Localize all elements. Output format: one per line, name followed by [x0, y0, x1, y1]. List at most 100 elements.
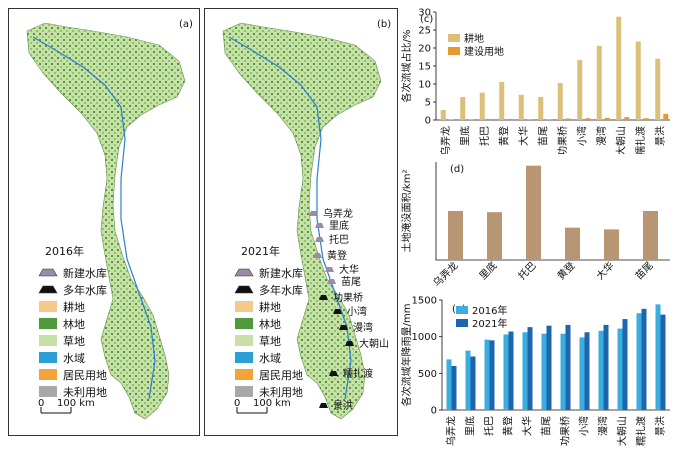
- bar: [507, 119, 512, 120]
- x-tick-label: 景洪: [655, 416, 667, 436]
- bar: [604, 229, 619, 260]
- legend-label-new-reservoir-b: 新建水库: [259, 266, 303, 280]
- y-tick-label: 1000: [412, 332, 437, 343]
- bar: [558, 83, 563, 120]
- station-label: 苗尾: [341, 276, 361, 288]
- reservoir-marker: [315, 237, 324, 242]
- x-tick-label: 乌弄龙: [430, 259, 460, 288]
- bar: [616, 17, 621, 120]
- x-tick-label: 苗尾: [541, 416, 553, 436]
- axes: [436, 162, 670, 260]
- station-label: 大华: [339, 263, 359, 276]
- y-tick-label: 20: [418, 44, 431, 55]
- bar: [561, 334, 566, 410]
- station-label: 托巴: [329, 233, 349, 246]
- legend-label-residential-b: 居民用地: [259, 369, 303, 382]
- forest-swatch-a: [39, 318, 57, 329]
- chart-c-svg: 051015202530各次流域占比/%(c)乌弄龙里底托巴黄登大华苗尾功果桥小…: [400, 4, 675, 154]
- bar: [655, 59, 660, 120]
- bar: [637, 313, 642, 410]
- bar: [585, 332, 590, 410]
- year-title-b: 2021年: [241, 244, 280, 258]
- bar: [566, 325, 571, 410]
- x-tick-label: 黄登: [554, 259, 577, 282]
- y-tick-label: 10: [418, 80, 431, 91]
- x-tick-label: 漫湾: [595, 126, 608, 146]
- y-tick-label: 500: [418, 369, 437, 380]
- legend-label-forest-b: 林地: [259, 317, 281, 331]
- y-tick-label: 5: [425, 98, 431, 109]
- y-axis-label: 各次流域占比/%: [400, 30, 413, 103]
- station-label: 景洪: [333, 400, 353, 412]
- y-tick-label: 0: [425, 116, 431, 127]
- chart-e-svg: 050010001500各次流域年降雨量/mm(e)乌弄龙里底托巴黄登大华苗尾功…: [400, 290, 675, 450]
- bar: [656, 304, 661, 410]
- bar: [523, 332, 528, 410]
- bar: [599, 331, 604, 410]
- bar: [643, 211, 658, 260]
- station-label: 大朝山: [359, 337, 389, 350]
- x-tick-label: 托巴: [515, 259, 538, 282]
- chart-panel-e: 050010001500各次流域年降雨量/mm(e)乌弄龙里底托巴黄登大华苗尾功…: [400, 290, 675, 450]
- bar: [642, 309, 647, 410]
- bar: [597, 46, 602, 120]
- bar: [661, 315, 666, 410]
- bar: [644, 118, 649, 120]
- x-tick-label: 功果桥: [560, 416, 572, 446]
- x-tick-label: 托巴: [483, 416, 496, 436]
- map-panel-b: (b) 2021年 新建水库多年水库耕地林地草地水域居民用地未利用地 乌弄龙里底…: [204, 8, 398, 436]
- y-tick-label: 15: [418, 62, 431, 73]
- y-tick-label: 25: [418, 26, 431, 37]
- residential-swatch-b: [235, 369, 253, 380]
- bar: [585, 118, 590, 120]
- scale-label-a: 100 km: [57, 398, 95, 409]
- bar: [466, 351, 471, 410]
- x-tick-label: 大华: [593, 259, 616, 282]
- x-tick-label: 黄登: [502, 416, 515, 436]
- x-tick-label: 大朝山: [614, 126, 627, 154]
- x-tick-label: 大华: [517, 126, 530, 146]
- legend-label: 建设用地: [464, 45, 504, 58]
- bar: [538, 97, 543, 120]
- bar: [471, 356, 476, 410]
- forest-swatch-b: [235, 318, 253, 329]
- station-label: 黄登: [327, 249, 347, 262]
- bar: [468, 119, 473, 120]
- bar: [527, 119, 532, 120]
- map-panel-a: (a) 2016年 新建水库多年水库耕地林地草地水域居民用地未利用地 0 100…: [8, 8, 200, 436]
- legend-label: 2021年: [472, 317, 507, 330]
- station-label: 糯扎渡: [343, 367, 373, 380]
- legend-label-grassland-b: 草地: [259, 335, 281, 348]
- station-label: 乌弄龙: [323, 207, 353, 220]
- chart-panel-d: 土地淹没面积/km²(d)乌弄龙里底托巴黄登大华苗尾: [400, 154, 675, 288]
- bar: [618, 329, 623, 410]
- grassland-swatch-a: [39, 335, 57, 346]
- bar: [460, 97, 465, 120]
- scale-zero-a: 0: [38, 398, 44, 409]
- reservoir-marker: [319, 403, 328, 408]
- water-swatch-a: [39, 352, 57, 363]
- bar: [636, 42, 641, 120]
- scale-zero-b: 0: [234, 398, 240, 409]
- legend-label-water-a: 水域: [63, 352, 85, 365]
- bar: [604, 325, 609, 410]
- bar: [488, 119, 493, 120]
- reservoir-marker: [315, 223, 324, 228]
- station-label: 漫湾: [353, 321, 373, 334]
- bar: [519, 95, 524, 120]
- x-tick-label: 糯扎渡: [635, 416, 648, 446]
- scale-bar-b: 0 100 km: [234, 398, 291, 413]
- x-tick-label: 乌弄龙: [439, 126, 452, 154]
- legend-label-water-b: 水域: [259, 352, 281, 365]
- y-tick-label: 0: [431, 406, 437, 417]
- x-tick-label: 里底: [464, 416, 477, 436]
- legend-label: 2016年: [472, 304, 507, 317]
- bar: [487, 212, 502, 260]
- bar: [624, 117, 629, 120]
- unused-swatch-a: [39, 386, 57, 397]
- legend-swatch: [448, 34, 460, 42]
